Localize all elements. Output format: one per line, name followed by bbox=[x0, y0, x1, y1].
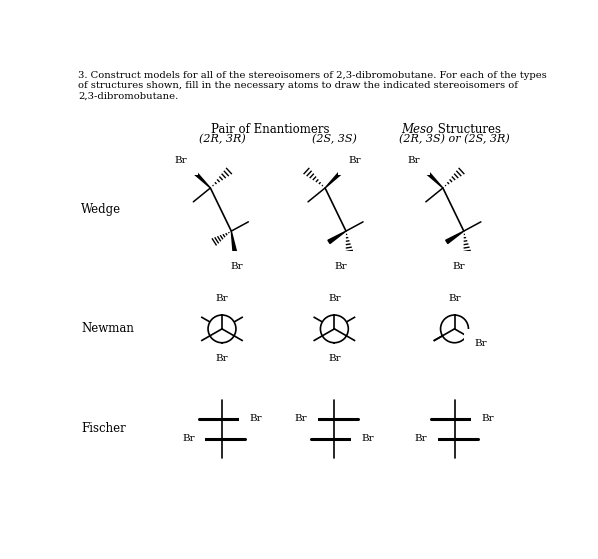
Text: Br: Br bbox=[216, 354, 228, 363]
Text: Structures: Structures bbox=[434, 122, 501, 135]
Text: Br: Br bbox=[481, 414, 495, 424]
Text: Br: Br bbox=[448, 295, 461, 304]
Text: Newman: Newman bbox=[81, 323, 134, 335]
Circle shape bbox=[321, 315, 348, 343]
Polygon shape bbox=[325, 168, 345, 188]
Text: Wedge: Wedge bbox=[81, 203, 121, 216]
Text: Br: Br bbox=[328, 354, 341, 363]
Circle shape bbox=[441, 315, 468, 343]
Text: Br: Br bbox=[295, 414, 307, 424]
Text: Pair of Enantiomers: Pair of Enantiomers bbox=[211, 122, 329, 135]
Text: Br: Br bbox=[175, 156, 187, 165]
Text: Br: Br bbox=[348, 156, 361, 165]
Text: Br: Br bbox=[362, 434, 374, 443]
Text: (2S, 3S): (2S, 3S) bbox=[312, 134, 357, 144]
Text: 3. Construct models for all of the stereoisomers of 2,3-dibromobutane. For each : 3. Construct models for all of the stere… bbox=[78, 71, 547, 101]
Circle shape bbox=[208, 315, 236, 343]
Text: Br: Br bbox=[328, 295, 341, 304]
Text: (2R, 3R): (2R, 3R) bbox=[199, 134, 245, 144]
Text: Br: Br bbox=[182, 434, 195, 443]
Text: Br: Br bbox=[249, 414, 262, 424]
Text: Br: Br bbox=[230, 262, 243, 271]
Text: Br: Br bbox=[407, 156, 420, 165]
Text: Br: Br bbox=[452, 262, 465, 271]
Text: Br: Br bbox=[216, 295, 228, 304]
Text: Br: Br bbox=[334, 262, 347, 271]
Polygon shape bbox=[423, 168, 443, 188]
Polygon shape bbox=[190, 168, 210, 188]
Polygon shape bbox=[231, 231, 237, 254]
Polygon shape bbox=[446, 231, 464, 244]
Text: Br: Br bbox=[474, 339, 487, 348]
Polygon shape bbox=[328, 231, 346, 244]
Text: (2R, 3S) or (2S, 3R): (2R, 3S) or (2S, 3R) bbox=[399, 134, 510, 144]
Text: Br: Br bbox=[415, 434, 428, 443]
Text: Meso: Meso bbox=[401, 122, 433, 135]
Text: Fischer: Fischer bbox=[81, 423, 126, 435]
